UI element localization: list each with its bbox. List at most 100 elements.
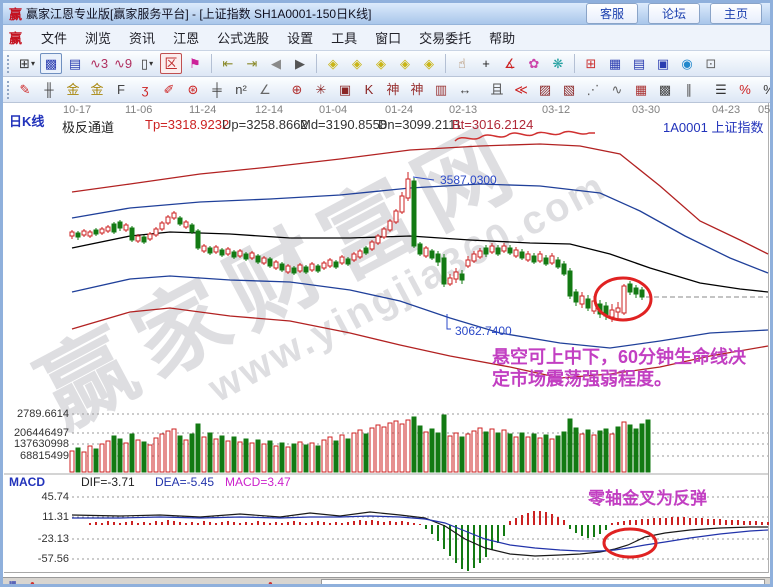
expand-all-icon[interactable]: ◈ xyxy=(400,56,410,71)
brush-icon[interactable]: ✐ xyxy=(163,82,175,97)
zoom-right-icon[interactable]: ◈ xyxy=(352,56,362,71)
toolbar-separator xyxy=(211,54,212,73)
axis-value-label: 11.31 xyxy=(42,511,69,523)
menu-item-9[interactable]: 帮助 xyxy=(489,31,516,46)
calculator-icon[interactable]: ▦ xyxy=(608,56,622,71)
menu-item-1[interactable]: 浏览 xyxy=(85,31,112,46)
notes-icon[interactable]: ▤ xyxy=(632,56,646,71)
pen-tool-icon[interactable]: ✎ xyxy=(19,82,31,97)
statusbar: ▦ ● ● xyxy=(3,577,770,587)
macd-dea-value: DEA=-5.45 xyxy=(155,475,215,489)
axis-value-label: 68815499 xyxy=(20,450,69,462)
zoom-h-icon[interactable]: ◈ xyxy=(376,56,386,71)
status-grid-icon[interactable]: ▦ xyxy=(9,579,17,587)
angle-icon[interactable]: ∠ xyxy=(259,82,271,97)
toolbar-grip[interactable] xyxy=(7,80,9,99)
indicator-dn-value: Dn=3099.2111 xyxy=(378,117,462,132)
fan-lines-icon[interactable]: ≪ xyxy=(514,82,528,97)
save-icon[interactable]: ▣ xyxy=(656,56,670,71)
menu-item-8[interactable]: 交易委托 xyxy=(419,31,472,46)
forum-button[interactable]: 论坛 xyxy=(648,3,700,24)
channel-view-icon[interactable]: ▩ xyxy=(40,53,62,74)
menu-item-6[interactable]: 工具 xyxy=(331,31,358,46)
price-mark-label: 3587.0300 xyxy=(440,173,497,187)
bars-icon[interactable]: ╪ xyxy=(212,82,222,97)
kline-mark-icon[interactable]: K xyxy=(364,82,374,97)
jifan-channel-icon[interactable]: 区 xyxy=(160,53,182,74)
grid-red-icon[interactable]: ▦ xyxy=(634,82,648,97)
chart-area[interactable]: 赢家财富网 www.yingjia360.com 日K线 极反通道 Tp=331… xyxy=(3,103,770,577)
date-label: 03-12 xyxy=(542,104,571,116)
menu-item-2[interactable]: 资讯 xyxy=(129,31,156,46)
gann-box-icon[interactable]: ▨ xyxy=(538,82,552,97)
box-measure-icon[interactable]: 且 xyxy=(490,82,504,97)
fibonacci-icon[interactable]: F xyxy=(117,82,125,97)
kline-period-icon[interactable]: ⊞ ▾ xyxy=(19,56,35,71)
cycle-icon[interactable]: ⊛ xyxy=(187,82,199,97)
menu-item-4[interactable]: 公式选股 xyxy=(217,31,270,46)
percent-angle-icon[interactable]: % xyxy=(739,82,751,97)
calendar-icon[interactable]: ⊞ xyxy=(585,56,597,71)
support-button[interactable]: 客服 xyxy=(586,3,638,24)
line-grid-icon[interactable]: ╫ xyxy=(44,82,54,97)
color-flag-icon[interactable]: ⚑ xyxy=(189,56,201,71)
menu-logo-icon: 赢 xyxy=(9,31,23,46)
gold-section-icon[interactable]: 金 xyxy=(90,82,104,97)
menu-item-0[interactable]: 文件 xyxy=(41,31,68,46)
web-tool-icon[interactable]: ❋ xyxy=(552,56,564,71)
grid-dark-icon[interactable]: ▩ xyxy=(658,82,672,97)
hand-tool-icon[interactable]: ☝ xyxy=(458,56,466,71)
status-alert-icon: ● xyxy=(268,579,273,587)
date-label: 10-17 xyxy=(63,104,92,116)
macd-indicator-label: MACD xyxy=(9,475,45,489)
info-panel-icon[interactable]: ▤ xyxy=(68,56,82,71)
last-page-icon[interactable]: ⇥ xyxy=(246,56,258,71)
zigzag-icon[interactable]: ∿ xyxy=(611,82,623,97)
gann-square-icon[interactable]: ▧ xyxy=(562,82,576,97)
target-circle-icon[interactable]: ⊕ xyxy=(291,82,303,97)
home-button[interactable]: 主页 xyxy=(710,3,762,24)
toolbar-separator xyxy=(316,54,317,73)
zoom-left-icon[interactable]: ◈ xyxy=(328,56,338,71)
compress-all-icon[interactable]: ◈ xyxy=(424,56,434,71)
print-icon[interactable]: ⊡ xyxy=(705,56,717,71)
parallel-lines-icon[interactable]: ∥ xyxy=(685,82,693,97)
toolbar-grip[interactable] xyxy=(7,54,11,73)
spiral-icon[interactable]: ʒ xyxy=(141,82,149,97)
titlebar[interactable]: 赢 赢家江恩专业版[赢家服务平台] - [上证指数 SH1A0001-150日K… xyxy=(3,3,770,25)
ruler-icon[interactable]: ↔ xyxy=(458,82,472,97)
symbol-label: 1A0001 上证指数 xyxy=(663,117,763,136)
grid-ticket-icon[interactable]: ▥ xyxy=(434,82,448,97)
titlebar-buttons: 客服 论坛 主页 xyxy=(586,3,762,24)
menu-item-7[interactable]: 窗口 xyxy=(375,31,402,46)
target-square-icon[interactable]: ▣ xyxy=(338,82,352,97)
angle-fan-icon[interactable]: ⋰ xyxy=(586,82,600,97)
symbol-code: 1A0001 xyxy=(663,120,708,135)
minute3-chart-icon[interactable]: ∿3 xyxy=(89,56,109,71)
app-logo-icon: 赢 xyxy=(9,7,23,22)
network-icon[interactable]: ◉ xyxy=(681,56,693,71)
percent-icon[interactable]: % xyxy=(758,79,770,100)
starburst-icon[interactable]: ✳ xyxy=(315,82,327,97)
menu-item-3[interactable]: 江恩 xyxy=(173,31,200,46)
indicator-up-value: Up=3258.8662 xyxy=(222,117,308,132)
shen-tool-icon[interactable]: 神 xyxy=(386,82,400,97)
date-label: 02-13 xyxy=(449,104,478,116)
gold-ratio-icon[interactable]: 金 xyxy=(66,82,80,97)
levels-icon[interactable]: ☰ xyxy=(715,82,727,97)
measure-tool-icon[interactable]: ∡ xyxy=(504,56,516,71)
minute9-chart-icon[interactable]: ∿9 xyxy=(113,56,133,71)
flower-tool-icon[interactable]: ✿ xyxy=(528,56,540,71)
crosshair-tool-icon[interactable]: + xyxy=(482,56,490,71)
pane-type-label: 日K线 xyxy=(9,114,45,129)
candle-style-icon[interactable]: ▯ ▾ xyxy=(140,56,154,71)
next-icon[interactable]: ▶ xyxy=(295,56,305,71)
prev-icon[interactable]: ◀ xyxy=(271,56,281,71)
menu-item-5[interactable]: 设置 xyxy=(287,31,314,46)
status-input[interactable] xyxy=(321,579,765,584)
n2-icon[interactable]: n² xyxy=(235,82,247,97)
first-page-icon[interactable]: ⇤ xyxy=(222,56,234,71)
shen2-tool-icon[interactable]: 神 xyxy=(410,82,424,97)
